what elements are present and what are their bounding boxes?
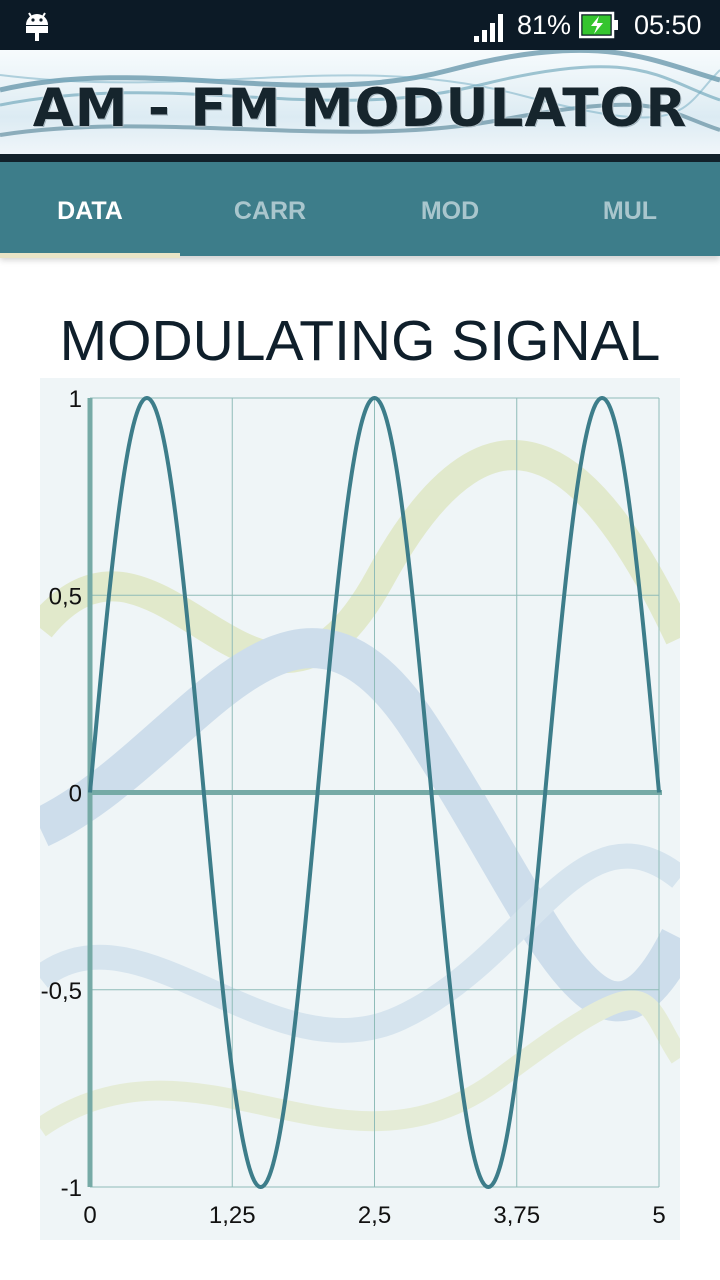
x-tick-label: 0	[83, 1202, 96, 1229]
y-tick-label: 1	[69, 386, 82, 413]
y-tick-label: -1	[61, 1175, 82, 1202]
y-tick-label: 0	[69, 781, 82, 808]
signal-chart[interactable]: 0 1,25 2,5 3,75 5 1 0,5 0 -0,5 -1	[40, 378, 680, 1240]
cell-signal-icon	[472, 12, 508, 42]
battery-percent: 81%	[517, 10, 571, 41]
x-tick-label: 3,75	[493, 1202, 540, 1229]
y-tick-label: -0,5	[41, 978, 82, 1005]
tab-bar: DATA CARR MOD MUL	[0, 162, 720, 256]
x-tick-label: 1,25	[209, 1202, 256, 1229]
banner-divider	[0, 154, 720, 162]
x-tick-label: 5	[652, 1202, 665, 1229]
chart-title: MODULATING SIGNAL	[0, 308, 720, 374]
tab-mod[interactable]: MOD	[360, 162, 540, 256]
y-tick-label: 0,5	[49, 583, 82, 610]
tab-mul[interactable]: MUL	[540, 162, 720, 256]
app-banner: AM - FM MODULATOR	[0, 50, 720, 162]
android-debug-icon	[22, 10, 52, 42]
battery-charging-icon	[579, 11, 619, 39]
status-bar: 81% 05:50	[0, 0, 720, 50]
tab-carr[interactable]: CARR	[180, 162, 360, 256]
clock: 05:50	[634, 10, 702, 41]
x-tick-label: 2,5	[358, 1202, 391, 1229]
app-title: AM - FM MODULATOR	[0, 78, 720, 139]
active-tab-indicator	[0, 253, 180, 258]
tab-data[interactable]: DATA	[0, 162, 180, 256]
chart-canvas: 0 1,25 2,5 3,75 5 1 0,5 0 -0,5 -1	[40, 378, 680, 1240]
